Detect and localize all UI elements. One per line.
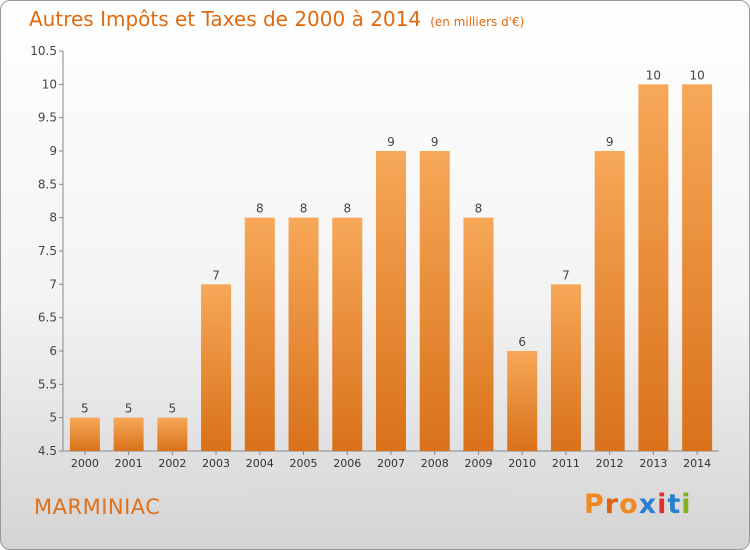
- x-tick-label: 2006: [333, 457, 361, 470]
- bar-data-label: 5: [125, 402, 133, 416]
- chart-title-text: Autres Impôts et Taxes de 2000 à 2014: [29, 7, 422, 31]
- bar: [682, 84, 713, 451]
- commune-name: MARMINIAC: [34, 495, 161, 519]
- bar: [288, 217, 319, 451]
- brand-letter: i: [681, 489, 692, 520]
- bar-data-label: 7: [562, 268, 570, 282]
- x-tick-label: 2011: [552, 457, 580, 470]
- bar-data-label: 8: [475, 202, 483, 216]
- bar-data-label: 8: [300, 202, 308, 216]
- x-tick-label: 2004: [246, 457, 274, 470]
- bar-data-label: 5: [169, 402, 177, 416]
- bar-data-label: 7: [212, 268, 220, 282]
- bar-data-label: 8: [343, 202, 351, 216]
- y-tick-label: 5: [49, 411, 57, 425]
- bar-data-label: 9: [387, 135, 395, 149]
- x-tick-label: 2008: [421, 457, 449, 470]
- x-tick-label: 2009: [464, 457, 492, 470]
- y-tick-label: 4.5: [38, 444, 57, 458]
- bar: [638, 84, 669, 451]
- chart-unit-text: (en milliers d'€): [430, 15, 525, 29]
- x-tick-label: 2007: [377, 457, 405, 470]
- y-tick-label: 6: [49, 344, 57, 358]
- y-tick-label: 9.5: [38, 111, 57, 125]
- x-tick-label: 2000: [71, 457, 99, 470]
- bar-data-label: 10: [689, 68, 704, 82]
- bar: [69, 417, 100, 451]
- bar-data-label: 5: [81, 402, 89, 416]
- bar-data-label: 8: [256, 202, 264, 216]
- bar: [594, 151, 625, 451]
- bar: [244, 217, 275, 451]
- brand-letter: x: [638, 489, 658, 520]
- bar: [550, 284, 581, 451]
- bar-data-label: 9: [431, 135, 439, 149]
- chart-title: Autres Impôts et Taxes de 2000 à 2014 (e…: [29, 7, 524, 31]
- y-tick-label: 8.5: [38, 177, 57, 191]
- bar: [157, 417, 188, 451]
- bar: [113, 417, 144, 451]
- x-tick-label: 2014: [683, 457, 711, 470]
- x-tick-label: 2001: [115, 457, 143, 470]
- bar-data-label: 10: [646, 68, 661, 82]
- y-tick-label: 8: [49, 211, 57, 225]
- bar-data-label: 6: [518, 335, 526, 349]
- bar: [419, 151, 450, 451]
- x-tick-label: 2012: [596, 457, 624, 470]
- brand-letter: o: [619, 489, 639, 520]
- y-tick-label: 7.5: [38, 244, 57, 258]
- bar: [463, 217, 494, 451]
- x-tick-label: 2003: [202, 457, 230, 470]
- bar: [376, 151, 406, 451]
- brand-letter: r: [604, 489, 620, 520]
- y-tick-label: 5.5: [38, 377, 57, 391]
- y-tick-label: 10.5: [30, 44, 57, 58]
- x-tick-label: 2013: [639, 457, 667, 470]
- x-tick-label: 2005: [290, 457, 318, 470]
- y-tick-label: 9: [49, 144, 57, 158]
- proxiti-logo[interactable]: Proxiti: [584, 489, 692, 520]
- brand-letter: i: [657, 489, 668, 520]
- bar-data-label: 9: [606, 135, 614, 149]
- brand-letter: P: [584, 489, 605, 520]
- y-tick-label: 7: [49, 277, 57, 291]
- y-tick-label: 6.5: [38, 311, 57, 325]
- bar: [332, 217, 363, 451]
- bar: [201, 284, 232, 451]
- brand-letter: t: [667, 489, 682, 520]
- x-tick-label: 2010: [508, 457, 536, 470]
- y-tick-label: 10: [42, 77, 57, 91]
- x-tick-label: 2002: [158, 457, 186, 470]
- bar: [507, 351, 538, 451]
